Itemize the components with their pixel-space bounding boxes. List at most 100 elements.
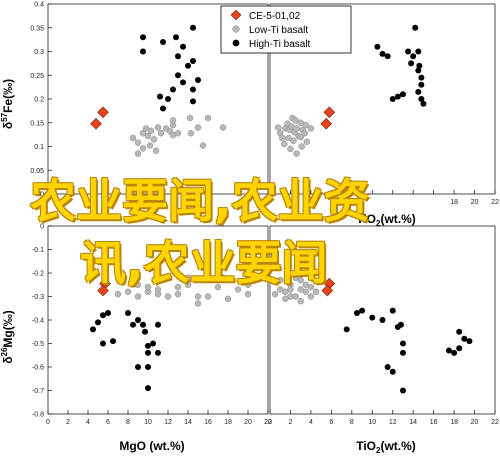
tr-high-point [415, 67, 422, 74]
bl-high-point [135, 364, 141, 370]
br-x-axis-label: TiO2(wt.%) [356, 439, 416, 455]
bl-high-point [100, 312, 106, 319]
br-low-point [297, 297, 304, 305]
bl-low-point [134, 293, 142, 300]
tr-high-point [399, 91, 406, 98]
bl-y-tick-label: -0.8 [32, 412, 44, 419]
tl-low-point [150, 136, 158, 143]
br-high-point [456, 345, 463, 352]
tr-high-point [394, 93, 401, 100]
tl-high-point [170, 86, 176, 93]
tl-y-tick-label: 0.4 [34, 2, 44, 9]
br-high-point [384, 364, 391, 370]
bl-low-point [234, 286, 242, 293]
bl-low-point [144, 283, 152, 291]
legend-ce-label: CE-5-01,02 [249, 11, 301, 22]
tr-high-point [374, 43, 381, 50]
legend-low-label: Low-Ti basalt [249, 25, 308, 36]
tl-low-point [187, 129, 195, 137]
tl-high-point [190, 98, 196, 105]
tl-low-point [134, 150, 142, 157]
tl-low-point [186, 114, 194, 122]
tr-low-point [298, 143, 305, 150]
bl-low-point [204, 293, 212, 300]
br-x-tick-label: 2 [289, 419, 293, 426]
tl-high-point [190, 24, 196, 31]
br-high-point [397, 321, 404, 328]
tr-low-point [301, 129, 309, 137]
tl-low-point [134, 139, 142, 146]
bl-low-point [194, 293, 202, 300]
bl-x-tick-label: 8 [126, 419, 130, 426]
br-high-point [389, 368, 396, 375]
bl-high-point [95, 319, 101, 326]
tl-high-point [195, 77, 201, 83]
bl-low-point [184, 274, 192, 281]
br-plot-frame [269, 225, 496, 415]
tl-ce-point [90, 117, 102, 130]
br-high-point [445, 347, 452, 354]
br-x-tick-label: 16 [430, 419, 438, 426]
tl-high-point [190, 58, 196, 64]
bl-y-tick-label: -0.2 [32, 271, 44, 278]
tr-low-point [297, 133, 304, 141]
tl-y-tick-label: 0.1 [34, 144, 44, 151]
tr-high-point [389, 96, 396, 102]
br-x-tick-label: 20 [471, 419, 479, 426]
br-x-tick-label: 18 [450, 419, 458, 426]
br-ce-point [321, 284, 334, 297]
bl-low-point [174, 283, 182, 291]
br-low-point [307, 283, 315, 291]
tr-high-point [415, 88, 422, 95]
tr-low-point [293, 150, 300, 157]
br-low-point [312, 288, 320, 296]
bl-x-axis-label: MgO (wt.%) [119, 439, 184, 453]
bl-high-point [155, 349, 161, 356]
bl-high-point [145, 349, 151, 356]
tl-y-tick-label: 0.15 [30, 120, 44, 127]
bl-high-point [90, 326, 96, 333]
tr-x-tick-label: 20 [471, 199, 479, 206]
tr-high-point [415, 48, 422, 55]
br-x-tick-label: 10 [368, 419, 376, 426]
tl-low-point [152, 147, 160, 155]
tl-high-point [190, 86, 196, 93]
bl-low-point [134, 281, 142, 288]
tl-panel: 0 0.05 0.1 0.15 0.2 0.25 0.3 0.35 0.4 [30, 2, 269, 199]
tl-high-point [165, 96, 171, 102]
tl-high-point [160, 39, 166, 45]
bl-x-tick-label: 2 [66, 419, 70, 426]
bl-y-tick-label: -0.5 [32, 341, 44, 348]
br-high-point [461, 335, 468, 342]
tl-low-point [219, 124, 227, 131]
bl-high-point [145, 342, 151, 349]
tl-low-point [174, 129, 182, 137]
bl-low-point [164, 293, 172, 300]
br-high-point [389, 307, 396, 314]
br-x-tick-label: 14 [409, 419, 417, 426]
bl-x-tick-label: 10 [144, 419, 152, 426]
bl-y-tick-label: -0.1 [32, 247, 44, 254]
bl-x-tick-label: 16 [204, 419, 212, 426]
br-low-point [271, 290, 279, 298]
br-low-point [282, 295, 289, 303]
tl-high-point [180, 79, 186, 86]
tl-low-point [147, 127, 155, 135]
tr-panel: 18 20 22 [269, 3, 499, 206]
tl-low-point [139, 129, 147, 137]
br-x-tick-label: 6 [329, 419, 333, 426]
tr-x-axis-label: TiO2(wt.%) [356, 212, 416, 228]
tl-y-tick-label: 0 [40, 192, 44, 199]
bl-high-point [125, 309, 131, 316]
tr-high-point [418, 96, 425, 102]
bl-high-point [110, 338, 116, 345]
br-low-point [307, 293, 315, 300]
tl-high-point [185, 62, 191, 69]
tr-low-point [285, 134, 292, 142]
bl-x-tick-label: 4 [86, 419, 90, 426]
tl-high-point [175, 53, 181, 60]
bl-low-point [174, 290, 182, 298]
watermark-line-1: 农业要闻,农业资 [30, 174, 370, 228]
tr-low-point [287, 145, 294, 153]
tr-high-point [416, 62, 423, 69]
